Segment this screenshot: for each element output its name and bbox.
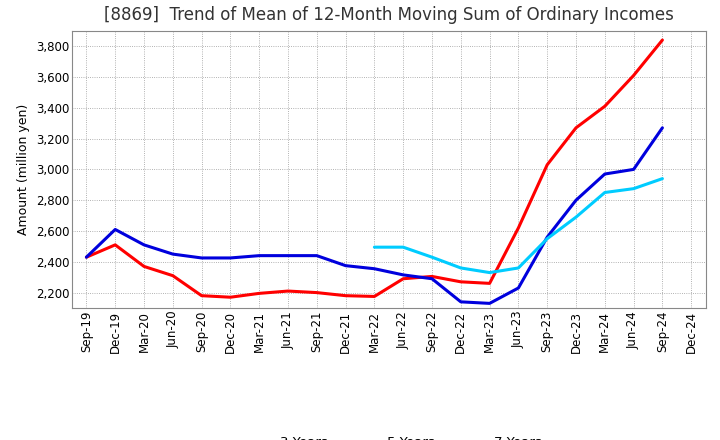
7 Years xyxy=(428,254,436,260)
7 Years xyxy=(514,265,523,271)
7 Years xyxy=(629,186,638,191)
5 Years xyxy=(284,253,292,258)
7 Years xyxy=(399,245,408,250)
5 Years xyxy=(255,253,264,258)
5 Years xyxy=(370,266,379,271)
5 Years xyxy=(658,125,667,130)
5 Years xyxy=(168,252,177,257)
3 Years xyxy=(399,276,408,282)
3 Years xyxy=(514,225,523,231)
3 Years xyxy=(197,293,206,298)
3 Years xyxy=(658,37,667,43)
7 Years xyxy=(370,245,379,250)
Line: 3 Years: 3 Years xyxy=(86,40,662,297)
3 Years xyxy=(312,290,321,295)
7 Years xyxy=(485,270,494,275)
3 Years xyxy=(255,291,264,296)
5 Years xyxy=(514,286,523,291)
Line: 5 Years: 5 Years xyxy=(86,128,662,304)
5 Years xyxy=(572,198,580,203)
Legend: 3 Years, 5 Years, 7 Years: 3 Years, 5 Years, 7 Years xyxy=(230,431,547,440)
5 Years xyxy=(428,276,436,282)
3 Years xyxy=(572,125,580,130)
3 Years xyxy=(428,274,436,279)
Y-axis label: Amount (million yen): Amount (million yen) xyxy=(17,104,30,235)
3 Years xyxy=(370,294,379,299)
3 Years xyxy=(284,289,292,294)
7 Years xyxy=(572,214,580,220)
5 Years xyxy=(543,235,552,240)
3 Years xyxy=(600,103,609,109)
3 Years xyxy=(456,279,465,285)
5 Years xyxy=(226,255,235,260)
3 Years xyxy=(168,273,177,279)
5 Years xyxy=(140,242,148,247)
5 Years xyxy=(485,301,494,306)
5 Years xyxy=(341,263,350,268)
3 Years xyxy=(341,293,350,298)
7 Years xyxy=(456,265,465,271)
5 Years xyxy=(629,167,638,172)
3 Years xyxy=(543,162,552,167)
5 Years xyxy=(399,272,408,278)
Title: [8869]  Trend of Mean of 12-Month Moving Sum of Ordinary Incomes: [8869] Trend of Mean of 12-Month Moving … xyxy=(104,6,674,24)
5 Years xyxy=(312,253,321,258)
3 Years xyxy=(226,295,235,300)
5 Years xyxy=(197,255,206,260)
5 Years xyxy=(82,254,91,260)
3 Years xyxy=(111,242,120,247)
5 Years xyxy=(111,227,120,232)
5 Years xyxy=(456,299,465,304)
7 Years xyxy=(600,190,609,195)
3 Years xyxy=(140,264,148,269)
7 Years xyxy=(658,176,667,181)
5 Years xyxy=(600,171,609,176)
7 Years xyxy=(543,236,552,241)
3 Years xyxy=(629,73,638,78)
Line: 7 Years: 7 Years xyxy=(374,179,662,273)
3 Years xyxy=(82,254,91,260)
3 Years xyxy=(485,281,494,286)
